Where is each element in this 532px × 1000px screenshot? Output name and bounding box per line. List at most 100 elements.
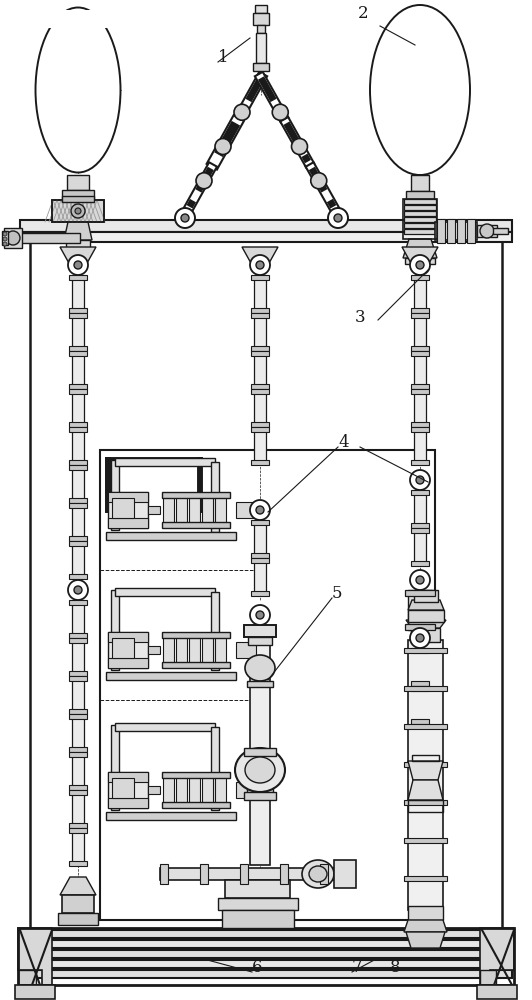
Bar bbox=[69, 861, 87, 866]
Bar bbox=[108, 518, 148, 528]
Circle shape bbox=[410, 255, 430, 275]
Bar bbox=[62, 895, 94, 913]
Bar bbox=[251, 520, 269, 525]
Bar bbox=[251, 313, 269, 318]
Bar bbox=[111, 460, 119, 530]
Bar bbox=[247, 681, 273, 687]
Bar bbox=[215, 496, 226, 524]
Bar bbox=[248, 637, 272, 645]
Bar bbox=[69, 498, 87, 503]
Bar bbox=[108, 772, 148, 782]
Bar bbox=[69, 313, 87, 318]
Bar bbox=[69, 275, 87, 280]
Bar bbox=[254, 427, 266, 461]
Circle shape bbox=[6, 231, 20, 245]
Bar bbox=[72, 541, 84, 575]
Bar bbox=[108, 772, 148, 808]
Polygon shape bbox=[242, 247, 278, 265]
Circle shape bbox=[215, 138, 231, 154]
Circle shape bbox=[416, 576, 424, 584]
Bar bbox=[408, 640, 443, 910]
Circle shape bbox=[256, 611, 264, 619]
Bar bbox=[108, 492, 148, 528]
Bar bbox=[408, 590, 432, 630]
Bar bbox=[236, 502, 256, 518]
Text: 8: 8 bbox=[390, 959, 401, 976]
Circle shape bbox=[181, 214, 189, 222]
Bar bbox=[334, 860, 356, 888]
Bar bbox=[69, 638, 87, 643]
Polygon shape bbox=[402, 247, 438, 265]
Bar bbox=[251, 346, 269, 351]
Bar bbox=[411, 490, 429, 495]
Bar bbox=[69, 541, 87, 546]
Bar bbox=[30, 220, 502, 930]
Bar bbox=[406, 191, 434, 199]
Bar bbox=[251, 558, 269, 563]
Bar bbox=[69, 671, 87, 676]
Bar bbox=[72, 389, 84, 423]
Bar bbox=[202, 496, 213, 524]
Bar bbox=[411, 351, 429, 356]
Bar bbox=[108, 798, 148, 808]
Bar bbox=[411, 648, 429, 653]
Bar bbox=[108, 632, 148, 668]
Bar bbox=[408, 800, 443, 812]
Circle shape bbox=[256, 506, 264, 514]
Circle shape bbox=[3, 242, 7, 246]
Circle shape bbox=[196, 173, 212, 189]
Bar bbox=[111, 590, 119, 670]
Bar bbox=[408, 610, 444, 622]
Bar bbox=[414, 528, 426, 562]
Bar bbox=[20, 232, 512, 242]
Bar bbox=[69, 752, 87, 757]
Ellipse shape bbox=[370, 5, 470, 175]
Bar bbox=[202, 776, 213, 804]
Bar bbox=[404, 199, 436, 204]
Bar bbox=[411, 389, 429, 394]
Bar bbox=[255, 5, 267, 13]
Circle shape bbox=[250, 255, 270, 275]
Bar bbox=[163, 776, 174, 804]
Bar bbox=[72, 638, 84, 672]
Bar bbox=[414, 427, 426, 461]
Bar bbox=[254, 313, 266, 347]
Bar bbox=[62, 196, 94, 202]
Bar bbox=[162, 632, 230, 638]
Bar bbox=[225, 880, 290, 898]
Bar bbox=[414, 313, 426, 347]
Text: 1: 1 bbox=[218, 49, 229, 66]
Bar bbox=[411, 460, 429, 465]
Bar bbox=[72, 465, 84, 499]
Bar bbox=[254, 520, 266, 554]
Bar bbox=[236, 782, 256, 798]
Bar bbox=[215, 636, 226, 664]
Circle shape bbox=[3, 232, 7, 236]
Bar bbox=[411, 313, 429, 318]
Bar bbox=[404, 724, 447, 729]
Bar bbox=[20, 233, 80, 243]
Bar bbox=[69, 790, 87, 795]
Bar bbox=[414, 686, 426, 720]
Text: 7: 7 bbox=[352, 959, 363, 976]
Bar bbox=[467, 219, 475, 243]
Bar bbox=[411, 628, 440, 642]
Bar bbox=[256, 33, 266, 63]
Circle shape bbox=[250, 500, 270, 520]
Bar bbox=[52, 200, 104, 222]
Bar bbox=[257, 25, 265, 33]
Bar bbox=[411, 346, 429, 351]
Bar bbox=[72, 828, 84, 862]
Bar bbox=[20, 950, 512, 958]
Circle shape bbox=[74, 586, 82, 594]
Ellipse shape bbox=[242, 754, 278, 786]
Circle shape bbox=[3, 237, 7, 241]
Bar bbox=[244, 625, 276, 637]
Bar bbox=[176, 636, 187, 664]
Circle shape bbox=[68, 255, 88, 275]
Polygon shape bbox=[18, 928, 52, 985]
Circle shape bbox=[410, 628, 430, 648]
Bar bbox=[222, 910, 294, 928]
Bar bbox=[148, 506, 160, 514]
Text: 6: 6 bbox=[252, 959, 262, 976]
